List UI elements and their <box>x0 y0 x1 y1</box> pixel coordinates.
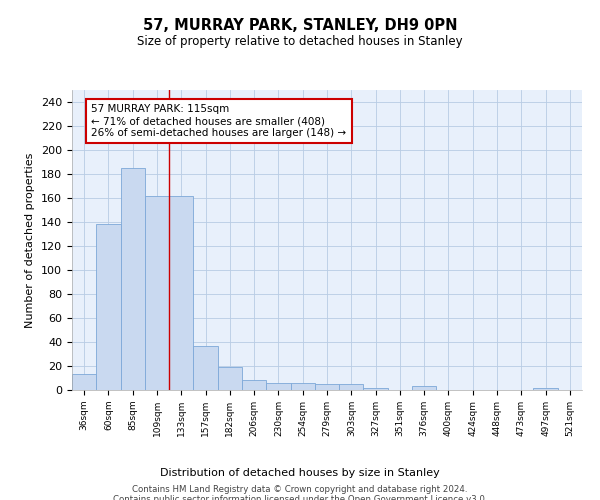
Bar <box>315 384 339 390</box>
Bar <box>72 374 96 390</box>
Bar <box>193 346 218 390</box>
Bar <box>145 196 169 390</box>
Text: Contains HM Land Registry data © Crown copyright and database right 2024.: Contains HM Land Registry data © Crown c… <box>132 485 468 494</box>
Bar <box>339 384 364 390</box>
Bar <box>290 383 315 390</box>
Text: 57, MURRAY PARK, STANLEY, DH9 0PN: 57, MURRAY PARK, STANLEY, DH9 0PN <box>143 18 457 32</box>
Bar <box>533 388 558 390</box>
Bar <box>364 388 388 390</box>
Text: 57 MURRAY PARK: 115sqm
← 71% of detached houses are smaller (408)
26% of semi-de: 57 MURRAY PARK: 115sqm ← 71% of detached… <box>91 104 347 138</box>
Bar <box>242 380 266 390</box>
Bar <box>169 196 193 390</box>
Text: Contains public sector information licensed under the Open Government Licence v3: Contains public sector information licen… <box>113 495 487 500</box>
Bar <box>218 367 242 390</box>
Text: Size of property relative to detached houses in Stanley: Size of property relative to detached ho… <box>137 35 463 48</box>
Bar <box>121 168 145 390</box>
Y-axis label: Number of detached properties: Number of detached properties <box>25 152 35 328</box>
Bar <box>96 224 121 390</box>
Bar <box>266 383 290 390</box>
Bar <box>412 386 436 390</box>
Text: Distribution of detached houses by size in Stanley: Distribution of detached houses by size … <box>160 468 440 477</box>
